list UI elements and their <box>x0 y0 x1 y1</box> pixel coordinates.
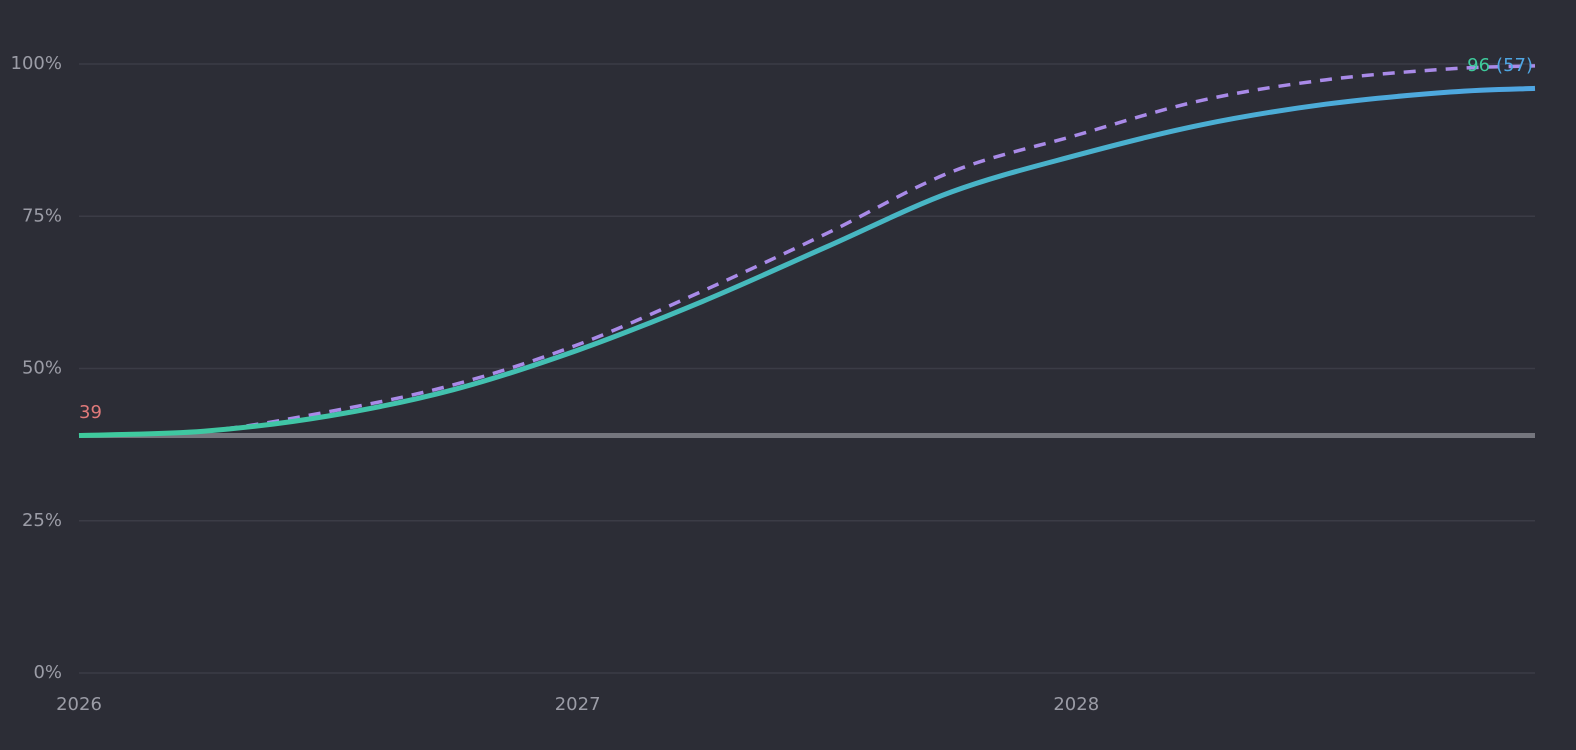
y-tick-label: 50% <box>22 358 62 379</box>
y-tick-label: 100% <box>11 53 62 74</box>
y-tick-label: 0% <box>33 662 62 683</box>
x-tick-label: 2027 <box>555 694 601 715</box>
start-label: 39 <box>79 402 102 423</box>
x-tick-label: 2028 <box>1053 694 1099 715</box>
y-tick-label: 75% <box>22 205 62 226</box>
end-delta-label: (57) <box>1496 55 1533 76</box>
series-line <box>78 64 1536 438</box>
y-tick-label: 25% <box>22 510 62 531</box>
x-tick-label: 2026 <box>56 694 102 715</box>
series-line <box>78 85 1536 438</box>
end-label: 96 <box>1467 55 1490 76</box>
